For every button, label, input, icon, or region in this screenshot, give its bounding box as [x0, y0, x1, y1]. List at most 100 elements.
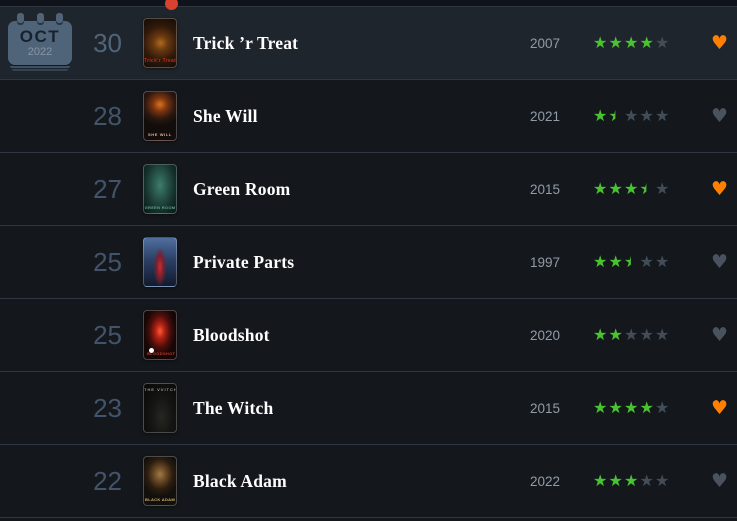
star-half-icon — [609, 108, 625, 124]
star-rating — [593, 35, 671, 51]
heart-icon[interactable] — [711, 34, 728, 53]
diary-day: 25 — [93, 319, 122, 350]
star-full-icon — [609, 35, 625, 51]
star-empty-icon — [655, 254, 671, 270]
star-rating — [593, 327, 671, 343]
calendar-icon[interactable]: OCT 2022 — [8, 13, 72, 71]
scroll-indicator-dot — [165, 0, 178, 10]
star-full-icon — [609, 473, 625, 489]
film-title[interactable]: Trick ’r Treat — [193, 32, 299, 53]
diary-row: 25 BLOODSHOT Bloodshot 2020 — [0, 299, 737, 372]
diary-day: 28 — [93, 100, 122, 131]
calendar-year: 2022 — [27, 46, 53, 58]
star-full-icon — [624, 400, 640, 416]
poster-title-text: Trick'r Treat — [144, 58, 177, 64]
star-full-icon — [609, 327, 625, 343]
diary-day: 23 — [93, 392, 122, 423]
calendar-ring — [56, 13, 63, 25]
star-rating — [593, 254, 671, 270]
star-full-icon — [593, 108, 609, 124]
poster-the-witch[interactable]: THE VVITCH — [143, 383, 177, 433]
star-empty-icon — [655, 108, 671, 124]
poster-title-text: BLOODSHOT — [147, 351, 176, 356]
heart-icon[interactable] — [711, 180, 728, 199]
heart-icon[interactable] — [711, 399, 728, 418]
diary-row: 25 Private Parts 1997 — [0, 226, 737, 299]
star-empty-icon — [640, 254, 656, 270]
film-year: 2015 — [529, 400, 560, 416]
diary-day: 27 — [93, 173, 122, 204]
film-title[interactable]: The Witch — [193, 397, 274, 418]
star-empty-icon — [655, 35, 671, 51]
poster-trick-r-treat[interactable]: Trick'r Treat — [143, 18, 177, 68]
poster-title-text: THE VVITCH — [144, 387, 177, 392]
diary-row: 22 BLACK ADAM Black Adam 2022 — [0, 445, 737, 518]
star-full-icon — [609, 254, 625, 270]
calendar-rings — [8, 13, 72, 25]
film-year: 2020 — [529, 327, 560, 343]
film-title[interactable]: Bloodshot — [193, 324, 270, 345]
poster-bloodshot[interactable]: BLOODSHOT — [143, 310, 177, 360]
film-year: 1997 — [529, 254, 560, 270]
diary-row: 23 THE VVITCH The Witch 2015 — [0, 372, 737, 445]
star-empty-icon — [624, 108, 640, 124]
star-empty-icon — [640, 327, 656, 343]
film-year: 2022 — [529, 473, 560, 489]
film-year: 2015 — [529, 181, 560, 197]
star-full-icon — [593, 327, 609, 343]
film-year: 2007 — [529, 35, 560, 51]
heart-icon[interactable] — [711, 326, 728, 345]
star-empty-icon — [640, 473, 656, 489]
poster-private-parts[interactable] — [143, 237, 177, 287]
star-rating — [593, 473, 671, 489]
star-full-icon — [593, 473, 609, 489]
diary-row: 30 Trick'r Treat Trick ’r Treat 2007 — [0, 7, 737, 80]
diary-day: 30 — [93, 27, 122, 58]
film-year: 2021 — [529, 108, 560, 124]
heart-icon[interactable] — [711, 253, 728, 272]
film-title[interactable]: Private Parts — [193, 251, 295, 272]
star-empty-icon — [640, 108, 656, 124]
calendar-month: OCT — [19, 27, 61, 46]
star-full-icon — [593, 181, 609, 197]
film-title[interactable]: She Will — [193, 105, 258, 126]
star-full-icon — [593, 35, 609, 51]
star-full-icon — [624, 35, 640, 51]
diary-row: 28 SHE WILL She Will 2021 — [0, 80, 737, 153]
star-full-icon — [640, 35, 656, 51]
diary-row: 27 GREEN ROOM Green Room 2015 — [0, 153, 737, 226]
calendar-ring — [36, 13, 44, 25]
calendar-page-edge — [12, 69, 68, 71]
star-rating — [593, 400, 671, 416]
star-rating — [593, 108, 671, 124]
star-rating — [593, 181, 671, 197]
star-half-icon — [640, 181, 656, 197]
calendar-body: OCT 2022 — [8, 21, 72, 65]
calendar-page-edge — [10, 66, 70, 68]
film-title[interactable]: Green Room — [193, 178, 291, 199]
star-full-icon — [609, 181, 625, 197]
diary-day: 22 — [93, 465, 122, 496]
heart-icon[interactable] — [711, 107, 728, 126]
star-full-icon — [609, 400, 625, 416]
heart-icon[interactable] — [711, 472, 728, 491]
poster-she-will[interactable]: SHE WILL — [143, 91, 177, 141]
star-empty-icon — [655, 473, 671, 489]
poster-black-adam[interactable]: BLACK ADAM — [143, 456, 177, 506]
diary-list: 30 Trick'r Treat Trick ’r Treat 2007 28 SHE W… — [0, 7, 737, 518]
diary-day: 25 — [93, 246, 122, 277]
star-full-icon — [593, 400, 609, 416]
star-empty-icon — [655, 400, 671, 416]
star-empty-icon — [655, 327, 671, 343]
poster-title-text: GREEN ROOM — [144, 205, 176, 210]
poster-title-text: SHE WILL — [148, 132, 172, 137]
star-full-icon — [624, 181, 640, 197]
star-full-icon — [624, 473, 640, 489]
top-bar — [0, 0, 737, 10]
star-half-icon — [624, 254, 640, 270]
poster-title-text: BLACK ADAM — [145, 497, 175, 502]
film-title[interactable]: Black Adam — [193, 470, 287, 491]
star-full-icon — [640, 400, 656, 416]
poster-green-room[interactable]: GREEN ROOM — [143, 164, 177, 214]
star-empty-icon — [655, 181, 671, 197]
